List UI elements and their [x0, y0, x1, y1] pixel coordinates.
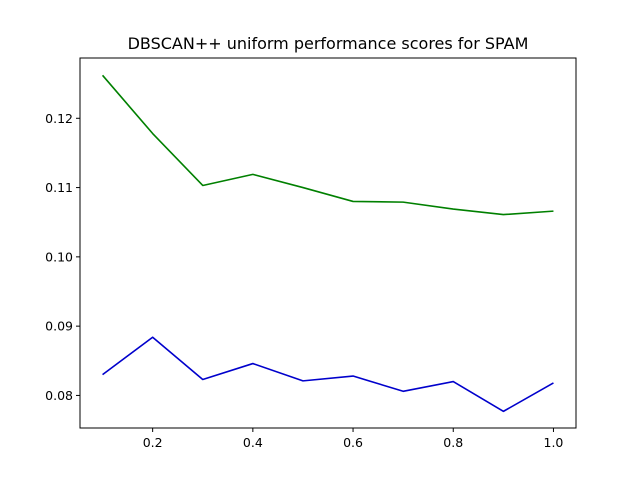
x-tick-label: 0.8: [443, 435, 463, 450]
series-line-2: [102, 336, 554, 413]
plot-frame: [79, 57, 577, 429]
x-axis: 0.2 0.4 0.6 0.8 1.0: [143, 428, 564, 450]
series-layer: [101, 74, 554, 413]
x-tick-label: 0.6: [343, 435, 363, 450]
y-axis: 0.08 0.09 0.10 0.11 0.12: [45, 111, 80, 403]
y-tick-label: 0.10: [45, 249, 73, 264]
x-tick-label: 0.2: [143, 435, 163, 450]
chart-title: DBSCAN++ uniform performance scores for …: [128, 34, 529, 53]
y-tick-label: 0.12: [45, 111, 73, 126]
y-tick-label: 0.08: [45, 388, 73, 403]
x-tick-label: 0.4: [243, 435, 263, 450]
y-tick-label: 0.09: [45, 319, 73, 334]
y-tick-label: 0.11: [45, 180, 73, 195]
series-line-1: [101, 74, 554, 216]
x-tick-label: 1.0: [544, 435, 564, 450]
